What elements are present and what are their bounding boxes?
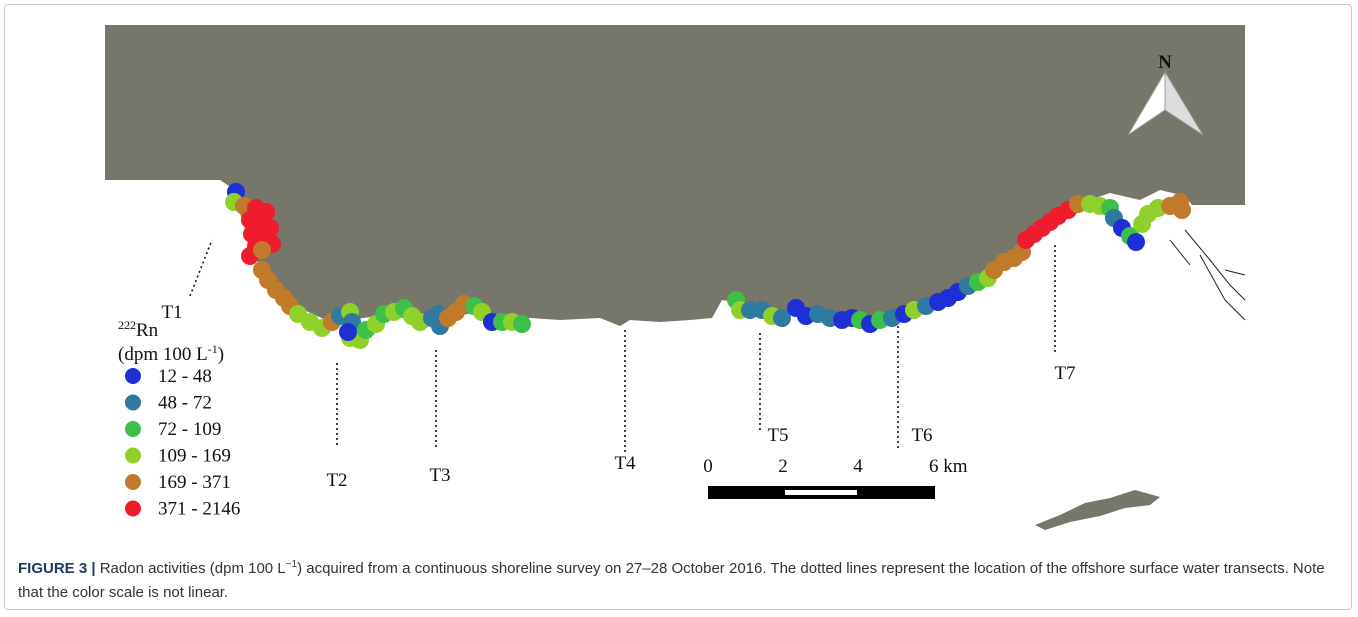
north-label: N: [1158, 52, 1172, 73]
survey-point: [241, 211, 259, 229]
legend-label: 72 - 109: [158, 419, 221, 440]
legend-unit-text: (dpm 100 L: [118, 344, 208, 365]
legend-swatch: [125, 447, 141, 464]
legend-element: Rn: [136, 320, 159, 341]
caption-text: ) acquired from a continuous shoreline s…: [18, 560, 1325, 601]
legend-label: 12 - 48: [158, 366, 212, 387]
survey-point: [513, 315, 531, 333]
legend-swatch: [125, 474, 141, 490]
legend-swatch: [125, 368, 141, 384]
caption: FIGURE 3 | Radon activities (dpm 100 L−1…: [18, 553, 1338, 605]
scale-label: 4: [853, 456, 863, 477]
transect-label: T1: [161, 302, 182, 323]
legend-unit: (dpm 100 L-1): [118, 342, 224, 365]
legend-unit-close: ): [218, 344, 224, 365]
island: [1035, 490, 1160, 530]
transect-label: T6: [911, 425, 932, 446]
legend-label: 109 - 169: [158, 446, 231, 467]
transect-label: T7: [1054, 363, 1075, 384]
legend-label: 371 - 2146: [158, 499, 240, 520]
transect-label: T4: [614, 453, 636, 474]
survey-point: [253, 241, 271, 259]
legend-swatch: [125, 421, 141, 437]
scale-label: 2: [778, 456, 788, 477]
scale-label: 0: [703, 456, 713, 477]
transect-line: [189, 239, 213, 297]
survey-point: [339, 323, 357, 341]
transect-label: T2: [326, 470, 347, 491]
legend-swatch: [125, 500, 141, 517]
caption-label: FIGURE 3 |: [18, 560, 96, 577]
figure-frame: [4, 4, 1352, 610]
scale-label: 6 km: [929, 456, 968, 477]
caption-exp: −1: [285, 559, 298, 570]
coast-lines: [1169, 229, 1246, 321]
land: [105, 25, 1245, 326]
legend-label: 48 - 72: [158, 393, 212, 414]
caption-text: Radon activities (dpm 100 L: [99, 560, 286, 577]
transect-label: T5: [767, 425, 788, 446]
survey-point: [1173, 201, 1191, 219]
legend-unit-exp: -1: [208, 342, 218, 356]
scale-bar: [708, 486, 935, 499]
legend-label: 169 - 371: [158, 472, 231, 493]
survey-point: [1127, 233, 1145, 251]
legend-title: 222Rn: [118, 318, 159, 341]
legend-swatch: [125, 394, 141, 411]
transect-label: T3: [429, 465, 450, 486]
survey-point: [773, 309, 791, 327]
legend-isotope: 222: [118, 318, 136, 332]
north-arrow: N: [1127, 52, 1204, 136]
